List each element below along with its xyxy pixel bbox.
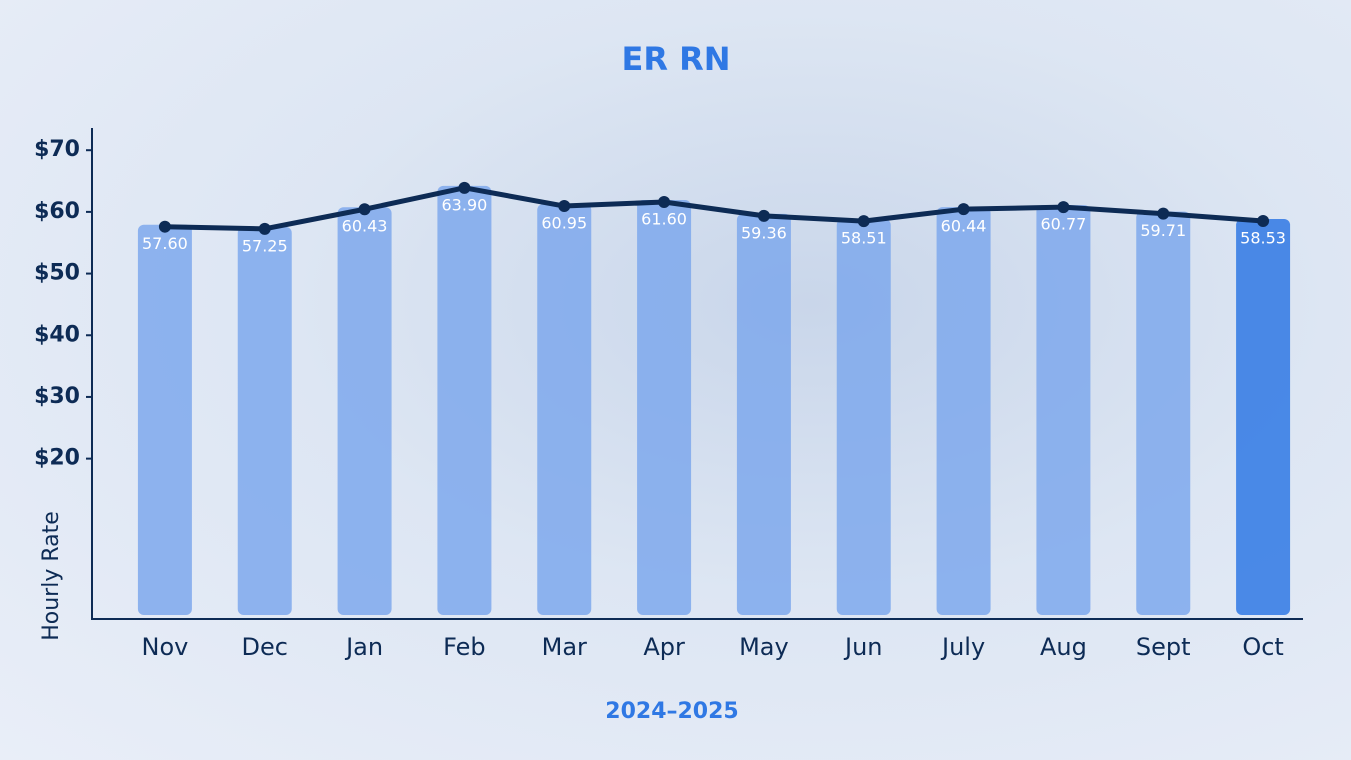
- x-tick-label: May: [739, 633, 789, 661]
- line-point: [757, 209, 770, 222]
- y-tick-label: $30: [34, 384, 80, 409]
- line-point: [857, 215, 870, 228]
- value-label: 60.44: [941, 217, 987, 236]
- x-tick-label: Aug: [1040, 633, 1087, 661]
- y-tick-label: $50: [34, 261, 80, 286]
- bar: [337, 207, 392, 615]
- value-label: 57.60: [142, 234, 188, 253]
- x-tick-label: Dec: [242, 633, 288, 661]
- value-label: 60.95: [541, 214, 587, 233]
- bar: [137, 224, 192, 615]
- line-point: [258, 222, 271, 235]
- bar: [936, 207, 991, 616]
- bar: [1136, 211, 1191, 615]
- bar: [736, 213, 791, 615]
- line-point: [558, 200, 571, 213]
- value-label: 59.71: [1140, 221, 1186, 240]
- y-tick-label: $60: [34, 199, 80, 224]
- x-tick-label: Feb: [443, 633, 486, 661]
- line-point: [158, 220, 171, 233]
- line-point: [1157, 207, 1170, 220]
- bar: [1036, 205, 1091, 615]
- value-label: 58.51: [841, 229, 887, 248]
- bar: [637, 200, 692, 616]
- bar: [437, 185, 492, 615]
- bar: [836, 219, 891, 616]
- bar: [1236, 218, 1291, 615]
- value-label: 61.60: [641, 210, 687, 229]
- line-point: [1057, 201, 1070, 214]
- x-tick-label: Apr: [643, 633, 685, 661]
- line-point: [957, 203, 970, 216]
- chart-title: ER RN: [621, 40, 730, 78]
- value-label: 63.90: [442, 195, 488, 214]
- x-axis-label: 2024–2025: [605, 699, 738, 724]
- y-axis-label: Hourly Rate: [39, 511, 64, 641]
- value-label: 58.53: [1240, 228, 1286, 247]
- x-tick-label: Jun: [843, 633, 883, 661]
- line-point: [458, 181, 471, 194]
- bar: [537, 204, 592, 615]
- x-tick-label: Oct: [1242, 633, 1284, 661]
- value-label: 60.43: [342, 217, 388, 236]
- x-tick-label: Mar: [542, 633, 587, 661]
- y-tick-label: $20: [34, 446, 80, 471]
- y-tick-label: $70: [34, 137, 80, 162]
- x-tick-label: Jan: [344, 633, 383, 661]
- value-label: 57.25: [242, 236, 288, 255]
- bar: [237, 226, 292, 615]
- line: [164, 185, 1264, 232]
- x-tick-label: July: [940, 633, 985, 661]
- line-point: [358, 203, 371, 216]
- y-tick-label: $40: [34, 322, 80, 347]
- value-label: 59.36: [741, 223, 787, 242]
- line-point: [658, 196, 671, 209]
- x-tick-label: Nov: [141, 633, 188, 661]
- value-label: 60.77: [1041, 215, 1087, 234]
- line-point: [1257, 214, 1270, 227]
- x-tick-label: Sept: [1136, 633, 1191, 661]
